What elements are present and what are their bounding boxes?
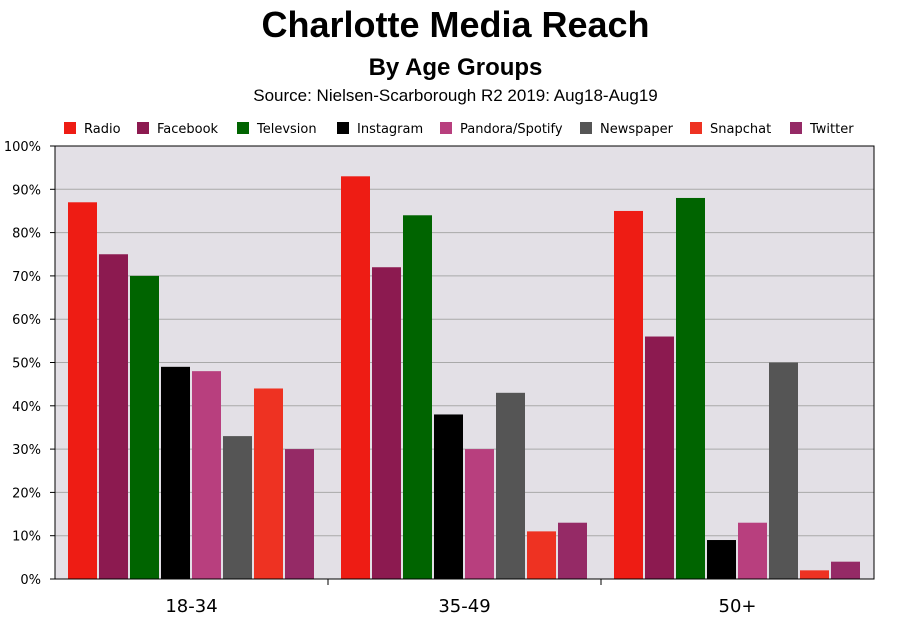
legend-swatch bbox=[790, 122, 802, 134]
x-category-label: 50+ bbox=[719, 596, 757, 617]
y-tick-label: 100% bbox=[4, 140, 41, 155]
bar-instagram bbox=[434, 414, 463, 579]
plot-border bbox=[54, 145, 875, 580]
bar-pandora-spotify bbox=[192, 371, 221, 579]
legend-label: Televsion bbox=[256, 122, 317, 137]
legend-label: Radio bbox=[84, 122, 121, 137]
legend-swatch bbox=[580, 122, 592, 134]
chart-subtitle: By Age Groups bbox=[368, 54, 543, 81]
chart-title: Charlotte Media Reach bbox=[261, 4, 650, 45]
legend: Radio Facebook Televsion Instagram Pandora/S… bbox=[64, 122, 854, 137]
bar-instagram bbox=[161, 366, 190, 579]
y-tick-label: 70% bbox=[12, 270, 41, 285]
bar-twitter bbox=[831, 561, 860, 579]
bar-snapchat bbox=[527, 531, 556, 579]
legend-swatch bbox=[440, 122, 452, 134]
bar-radio bbox=[68, 202, 97, 580]
y-tick-label: 90% bbox=[12, 183, 41, 198]
bar-pandora-spotify bbox=[465, 449, 494, 579]
y-tick-label: 10% bbox=[12, 530, 41, 545]
bar-facebook bbox=[645, 336, 674, 579]
legend-swatch bbox=[137, 122, 149, 134]
bar-radio bbox=[341, 176, 370, 579]
legend-swatch bbox=[237, 122, 249, 134]
bar-televsion bbox=[130, 275, 159, 579]
bar-snapchat bbox=[254, 388, 283, 579]
legend-label: Instagram bbox=[357, 122, 423, 137]
bar-newspaper bbox=[769, 362, 798, 579]
bar-televsion bbox=[403, 215, 432, 579]
y-tick-label: 0% bbox=[20, 573, 41, 588]
y-tick-label: 60% bbox=[12, 313, 41, 328]
bar-twitter bbox=[285, 449, 314, 579]
bar-newspaper bbox=[223, 436, 252, 579]
legend-label: Twitter bbox=[809, 122, 854, 137]
y-tick-label: 50% bbox=[12, 357, 41, 372]
legend-label: Pandora/Spotify bbox=[460, 122, 563, 137]
plot-area: 0% 10% 20% 30% 40% 50% 60% 70% 80% 90% 100% 18-34 35… bbox=[4, 140, 875, 617]
bar-newspaper bbox=[496, 392, 525, 579]
chart-source: Source: Nielsen-Scarborough R2 2019: Aug… bbox=[253, 86, 658, 105]
bar-facebook bbox=[372, 267, 401, 579]
x-category-label: 18-34 bbox=[165, 596, 217, 617]
y-tick-label: 40% bbox=[12, 400, 41, 415]
legend-swatch bbox=[337, 122, 349, 134]
y-tick-label: 20% bbox=[12, 486, 41, 501]
y-tick-label: 30% bbox=[12, 443, 41, 458]
legend-swatch bbox=[64, 122, 76, 134]
bar-instagram bbox=[707, 540, 736, 579]
x-category-label: 35-49 bbox=[438, 596, 490, 617]
bar-snapchat bbox=[800, 570, 829, 579]
bar-pandora-spotify bbox=[738, 522, 767, 579]
legend-label: Snapchat bbox=[710, 122, 771, 137]
legend-swatch bbox=[690, 122, 702, 134]
legend-label: Newspaper bbox=[600, 122, 674, 137]
y-tick-label: 80% bbox=[12, 227, 41, 242]
bar-twitter bbox=[558, 522, 587, 579]
bar-facebook bbox=[99, 254, 128, 579]
bar-televsion bbox=[676, 197, 705, 579]
bar-radio bbox=[614, 210, 643, 579]
legend-label: Facebook bbox=[157, 122, 219, 137]
